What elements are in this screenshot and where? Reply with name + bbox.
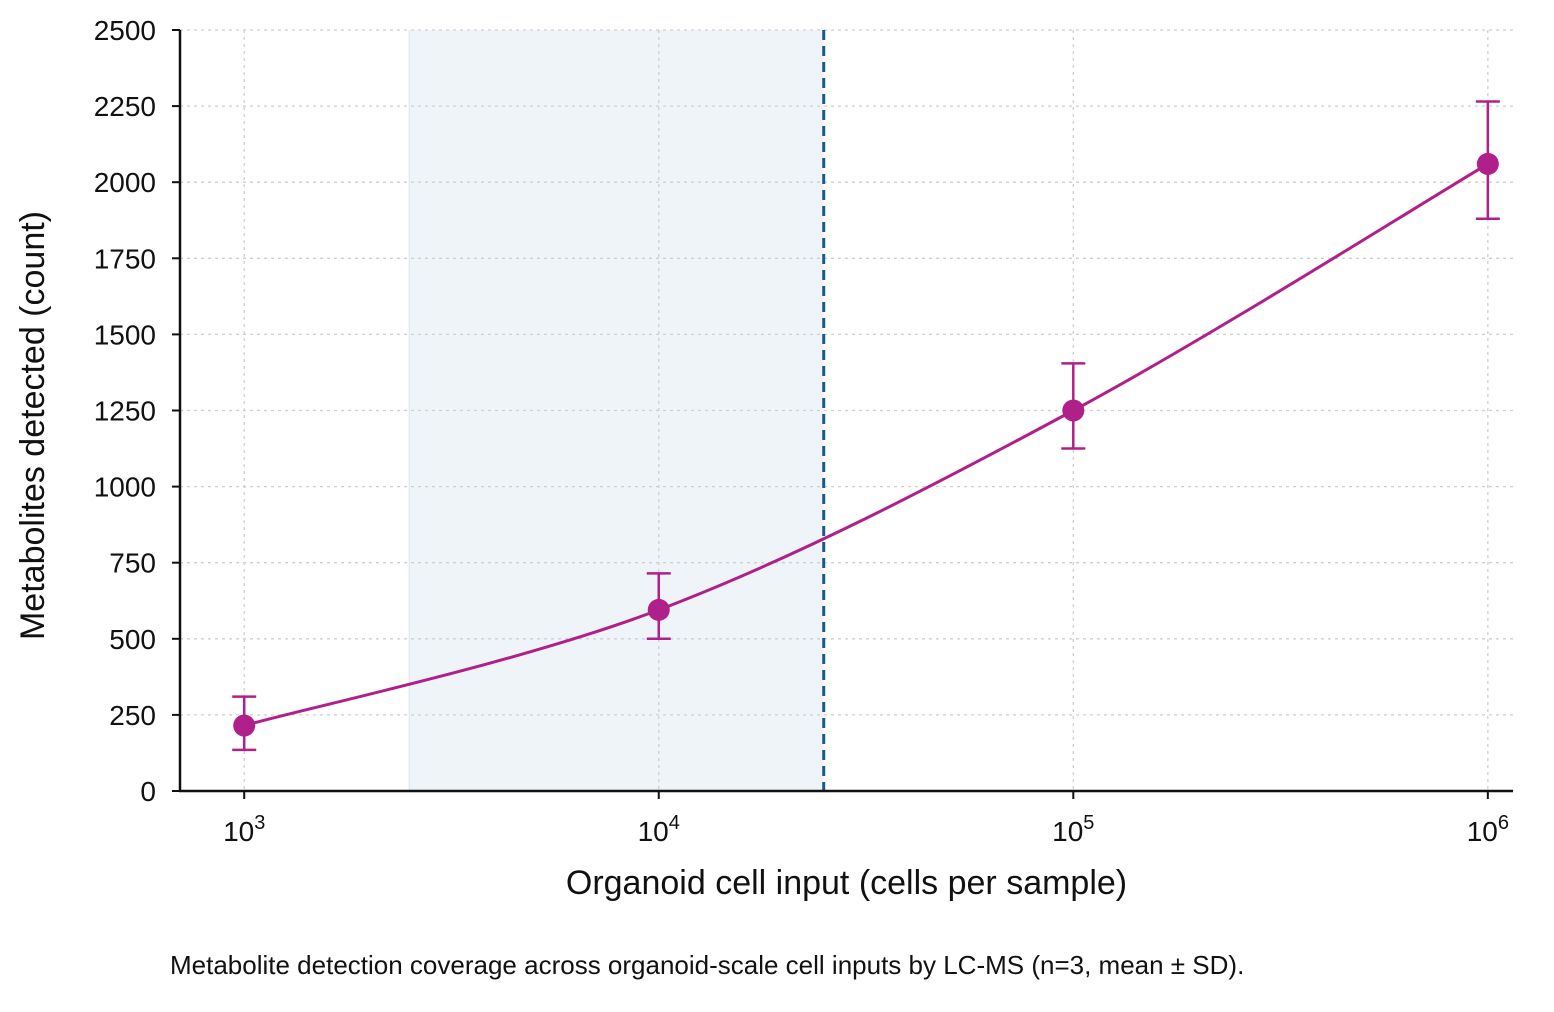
series-layer — [232, 100, 1500, 752]
figure-caption: Metabolite detection coverage across org… — [170, 950, 1245, 980]
y-tick-label: 250 — [109, 700, 156, 731]
grid-layer — [180, 29, 1513, 791]
x-axis-title: Organoid cell input (cells per sample) — [566, 864, 1127, 902]
x-tick-label: 104 — [638, 812, 680, 847]
y-axis-title: Metabolites detected (count) — [14, 211, 52, 640]
data-point — [233, 714, 256, 737]
series-line — [243, 162, 1489, 727]
x-tick-label: 103 — [223, 812, 265, 847]
y-tick-label: 0 — [140, 776, 156, 807]
y-tick-label: 750 — [109, 548, 156, 579]
y-tick-label: 2500 — [94, 15, 156, 46]
x-tick-label: 105 — [1052, 812, 1094, 847]
data-point — [647, 598, 670, 621]
y-tick-label: 2000 — [94, 167, 156, 198]
y-tick-label: 2250 — [94, 91, 156, 122]
y-tick-label: 1000 — [94, 472, 156, 503]
y-tick-label: 500 — [109, 624, 156, 655]
tick-labels: 0 250 500 750 1000 1250 1500 1750 2000 2250 2500 10… — [94, 15, 1509, 847]
y-tick-label: 1250 — [94, 396, 156, 427]
x-tick-label: 106 — [1467, 812, 1509, 847]
axes — [172, 29, 1513, 799]
data-point — [1062, 399, 1085, 422]
y-tick-label: 1500 — [94, 319, 156, 350]
y-tick-label: 1750 — [94, 243, 156, 274]
data-point — [1476, 152, 1499, 175]
